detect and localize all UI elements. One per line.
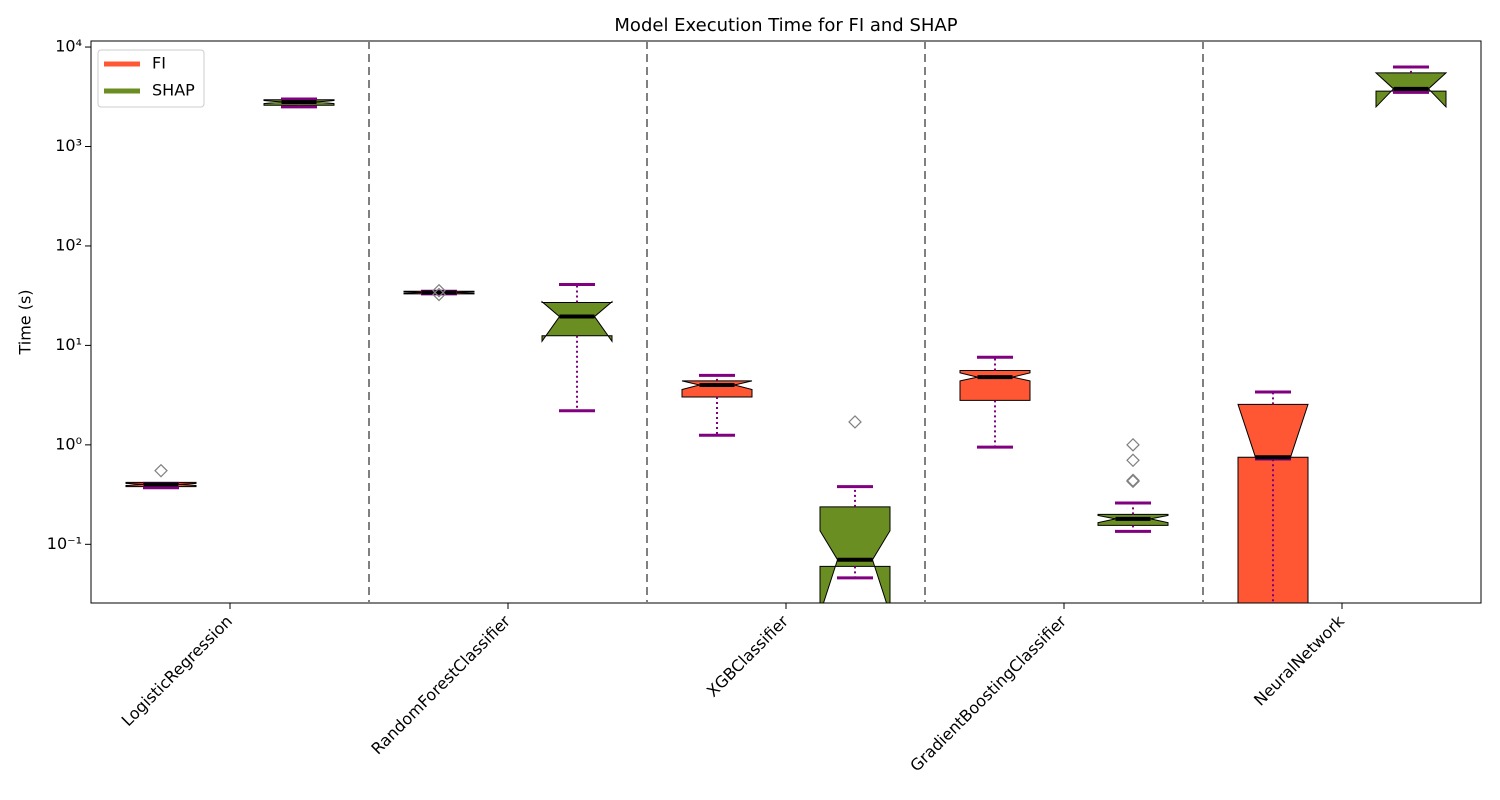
flier — [1126, 474, 1140, 489]
flier — [848, 415, 862, 429]
box — [1237, 403, 1309, 603]
chart-title: Model Execution Time for FI and SHAP — [614, 15, 957, 36]
flier — [1126, 473, 1140, 488]
y-tick-label: 10¹ — [55, 335, 82, 354]
y-tick-label: 10³ — [55, 136, 82, 155]
box — [959, 369, 1031, 401]
x-tick-label: RandomForestClassifier — [367, 611, 514, 758]
legend-label: SHAP — [152, 81, 195, 100]
box — [541, 300, 613, 343]
y-tick-label: 10² — [55, 235, 82, 254]
legend-label: FI — [152, 54, 166, 73]
x-tick-label: NeuralNetwork — [1250, 611, 1349, 710]
flier — [432, 283, 446, 298]
x-tick-label: GradientBoostingClassifier — [906, 611, 1070, 775]
flier — [1126, 453, 1140, 468]
y-tick-label: 10⁰ — [55, 434, 82, 453]
flier — [154, 463, 168, 478]
flier — [1126, 438, 1140, 452]
y-axis-label: Time (s) — [16, 289, 35, 355]
box — [819, 506, 891, 603]
y-tick-label: 10⁴ — [55, 37, 82, 56]
y-tick-label: 10⁻¹ — [47, 534, 82, 553]
x-tick-label: XGBClassifier — [703, 611, 792, 700]
plot-area — [125, 65, 1448, 603]
x-tick-label: LogisticRegression — [118, 612, 236, 730]
